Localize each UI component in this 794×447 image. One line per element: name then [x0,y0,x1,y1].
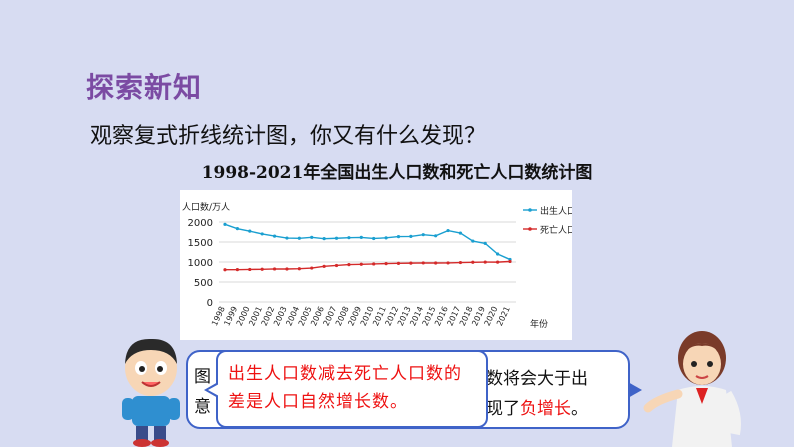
legend-marker [528,208,532,212]
data-point [359,235,363,239]
series-line [224,223,511,261]
data-point [297,267,301,271]
data-point [471,260,475,264]
chart-title: 1998-2021年全国出生人口数和死亡人口数统计图 [201,163,593,183]
data-point [434,234,438,238]
section-title: 探索新知 [86,71,203,104]
data-point [496,260,500,264]
boy-character-image [122,338,180,447]
data-point [471,239,475,243]
data-point [372,236,376,241]
bubble-behind-text: 数将会大于出 现了负增长。 [486,369,588,419]
bubble-behind-tail [628,382,642,398]
girl-character-image [643,331,741,447]
data-point [235,268,239,272]
data-point [272,234,277,238]
data-point [372,262,376,266]
data-point [235,227,239,231]
data-point [446,228,450,233]
data-point [384,262,388,266]
data-point [347,263,351,267]
bubble-front-text: 出生人口数减去死亡人口数的差是人口自然增长数。 [228,364,462,412]
data-point [334,236,339,240]
data-point [409,234,413,238]
data-point [272,267,277,271]
data-point [421,233,425,237]
y-tick-label: 500 [194,278,213,289]
line-chart-panel: 人口数/万人 年份 2000 1500 1000 500 0 1998 1999 2000 20… [180,190,572,340]
y-axis-label: 人口数/万人 [182,201,230,213]
data-point [285,267,289,271]
data-point [359,262,363,266]
data-point [260,267,264,271]
data-point [409,261,413,265]
legend-marker [528,227,532,231]
y-tick-label: 1000 [188,258,213,269]
data-point [223,222,227,226]
data-point [248,267,252,272]
data-point [260,232,264,236]
data-point [434,261,438,265]
data-point [310,266,314,270]
data-point [322,264,326,268]
data-point [508,259,512,264]
series-line [224,260,511,271]
data-point [458,260,463,265]
data-point [384,236,388,240]
data-point [496,252,500,256]
data-point [248,229,252,233]
y-tick-label: 1500 [188,238,213,249]
data-point [347,236,351,240]
data-point [483,241,487,245]
data-point [483,260,487,264]
y-tick-label: 0 [207,298,213,309]
line-chart: 人口数/万人 年份 200015001000500019981999200020… [182,201,572,330]
data-point [396,261,401,265]
legend-label: 出生人口 [540,205,572,217]
data-point [458,231,463,235]
legend-label: 死亡人口 [540,224,572,236]
speech-bubble-front: 出生人口数减去死亡人口数的差是人口自然增长数。 [204,350,488,428]
data-point [421,261,425,265]
data-point [310,235,314,239]
data-point [396,235,401,239]
data-point [334,263,339,268]
data-point [223,268,227,272]
y-tick-label: 2000 [188,218,213,229]
data-point [446,261,450,265]
x-axis-label: 年份 [530,318,548,330]
data-point [297,236,301,240]
question-text: 观察复式折线统计图，你又有什么发现？ [90,124,487,149]
data-point [285,236,289,240]
data-point [322,237,326,241]
